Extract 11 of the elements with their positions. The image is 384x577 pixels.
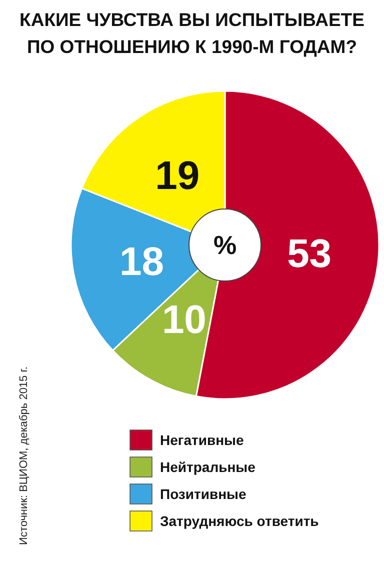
data-label: 19	[155, 154, 200, 198]
legend-label: Нейтральные	[160, 459, 256, 475]
chart-title: КАКИЕ ЧУВСТВА ВЫ ИСПЫТЫВАЕТЕ ПО ОТНОШЕНИЮ К 1990-М ГОДАМ?	[20, 9, 364, 57]
legend-label: Затрудняюсь ответить	[160, 513, 320, 529]
data-label: 18	[120, 240, 164, 284]
legend-label: Негативные	[160, 432, 244, 448]
text: %	[213, 230, 237, 260]
data-label: 53	[287, 232, 332, 276]
data-label: 10	[162, 298, 206, 342]
legend-label: Позитивные	[160, 486, 246, 502]
text: Источник: ВЦИОМ, декабрь 2015 г.	[18, 366, 30, 545]
